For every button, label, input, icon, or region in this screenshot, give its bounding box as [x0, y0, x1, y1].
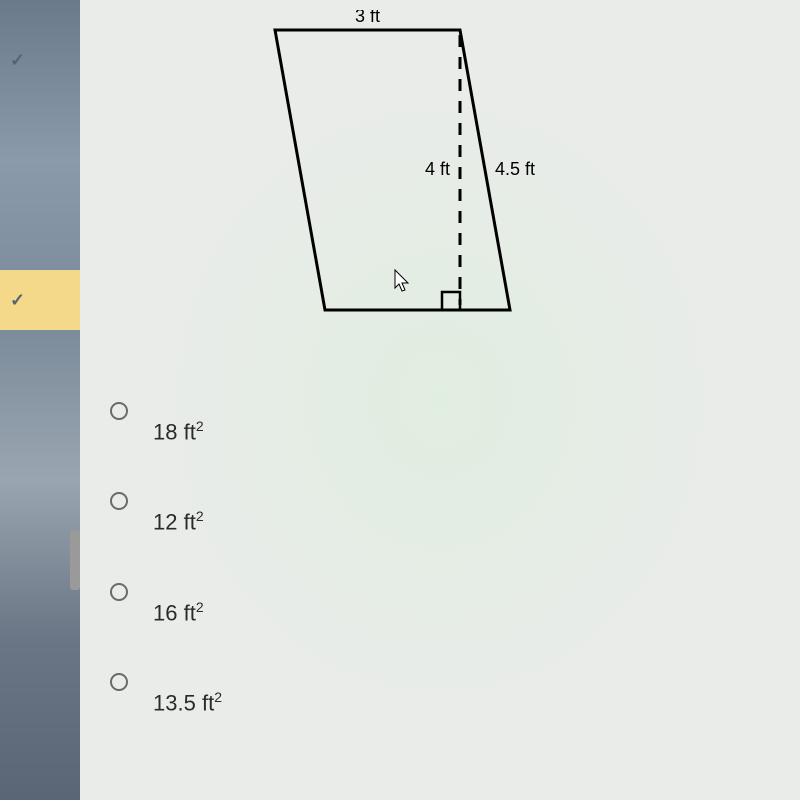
option-row[interactable]: 16 ft2 — [110, 581, 800, 626]
checkmark-icon: ✓ — [10, 290, 25, 311]
option-unit: ft — [202, 690, 214, 715]
checkmark-icon: ✓ — [10, 50, 25, 71]
diagram-svg: 3 ft 4 ft 4.5 ft — [200, 10, 550, 350]
option-row[interactable]: 13.5 ft2 — [110, 671, 800, 716]
option-exponent: 2 — [196, 508, 204, 524]
radio-button[interactable] — [110, 673, 128, 691]
parallelogram-diagram: 3 ft 4 ft 4.5 ft — [200, 10, 550, 350]
radio-button[interactable] — [110, 402, 128, 420]
option-label: 18 ft2 — [153, 418, 204, 445]
option-unit: ft — [184, 419, 196, 444]
height-label: 4 ft — [425, 159, 450, 179]
option-label: 13.5 ft2 — [153, 689, 222, 716]
cursor-icon — [395, 270, 408, 291]
option-value: 18 — [153, 419, 177, 444]
option-row[interactable]: 12 ft2 — [110, 490, 800, 535]
option-value: 12 — [153, 510, 177, 535]
sidebar-item-2[interactable]: ✓ — [0, 270, 80, 330]
option-row[interactable]: 18 ft2 — [110, 400, 800, 445]
radio-button[interactable] — [110, 583, 128, 601]
sidebar-item-1[interactable]: ✓ — [0, 30, 80, 90]
scrollbar-thumb[interactable] — [70, 530, 80, 590]
left-sidebar: ✓ ✓ — [0, 0, 80, 800]
answer-options: 18 ft2 12 ft2 16 ft2 13.5 ft2 — [110, 400, 800, 716]
content-area: 3 ft 4 ft 4.5 ft 18 ft2 12 ft2 — [80, 0, 800, 800]
option-unit: ft — [184, 600, 196, 625]
top-label: 3 ft — [355, 10, 380, 26]
option-label: 12 ft2 — [153, 508, 204, 535]
right-angle-indicator — [442, 292, 460, 310]
parallelogram-shape — [275, 30, 510, 310]
option-unit: ft — [184, 510, 196, 535]
option-value: 13.5 — [153, 690, 196, 715]
option-exponent: 2 — [214, 689, 222, 705]
option-label: 16 ft2 — [153, 599, 204, 626]
option-exponent: 2 — [196, 418, 204, 434]
option-value: 16 — [153, 600, 177, 625]
option-exponent: 2 — [196, 599, 204, 615]
side-label: 4.5 ft — [495, 159, 535, 179]
radio-button[interactable] — [110, 492, 128, 510]
